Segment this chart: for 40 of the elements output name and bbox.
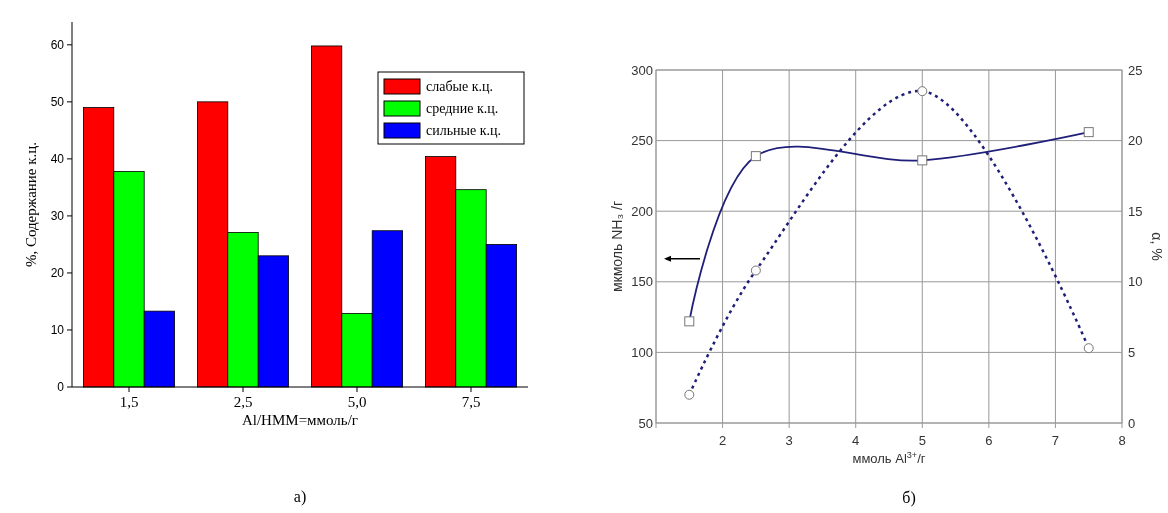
y-tick-label: 100 bbox=[631, 344, 653, 360]
y2-tick-label: 10 bbox=[1128, 274, 1143, 290]
legend-label: сильные к.ц. bbox=[426, 123, 501, 138]
x-tick-label: 3 bbox=[785, 433, 793, 448]
x-tick-label: 1,5 bbox=[119, 394, 139, 410]
x-tick-label: 5,0 bbox=[347, 394, 367, 410]
y-tick-label: 150 bbox=[631, 274, 653, 290]
x-tick-label: 7,5 bbox=[461, 394, 481, 410]
x-axis-title: ммоль Al$^{3+}$/г bbox=[852, 450, 926, 466]
y2-tick-label: 15 bbox=[1128, 203, 1143, 219]
text: б) bbox=[902, 489, 916, 507]
y-tick-label: 10 bbox=[50, 323, 65, 338]
x-axis-title: Al/HMM=ммоль/г bbox=[241, 412, 359, 428]
x-tick-label: 2,5 bbox=[233, 394, 253, 410]
y2-tick-label: 5 bbox=[1128, 344, 1136, 360]
y-tick-label: 300 bbox=[631, 62, 653, 78]
x-tick-label: 7 bbox=[1051, 433, 1060, 448]
y-tick-label: 0 bbox=[57, 380, 65, 395]
y-axis-title: %, Содержание к.ц. bbox=[23, 141, 39, 268]
x-tick-label: 5 bbox=[918, 433, 926, 448]
y-axis-title: мкмоль NH₃ /г bbox=[609, 200, 625, 293]
y-tick-label: 200 bbox=[631, 203, 653, 219]
legend-label: слабые к.ц. bbox=[426, 79, 493, 94]
legend-label: средние к.ц. bbox=[426, 101, 499, 116]
x-tick-label: 6 bbox=[985, 433, 993, 448]
y-tick-label: 30 bbox=[50, 209, 65, 224]
y-tick-label: 250 bbox=[631, 133, 653, 149]
x-tick-label: 8 bbox=[1118, 433, 1126, 448]
y2-tick-label: 0 bbox=[1128, 415, 1136, 431]
y-tick-label: 60 bbox=[50, 38, 65, 53]
x-tick-label: 2 bbox=[718, 433, 727, 448]
x-tick-label: 4 bbox=[852, 433, 860, 448]
y2-axis-title: α, % bbox=[1149, 232, 1165, 261]
y-tick-label: 50 bbox=[638, 415, 653, 431]
y-tick-label: 40 bbox=[50, 152, 65, 167]
y-tick-label: 20 bbox=[50, 266, 65, 281]
y2-tick-label: 25 bbox=[1128, 62, 1143, 78]
text: а) bbox=[293, 488, 307, 506]
y2-tick-label: 20 bbox=[1128, 133, 1143, 149]
y-tick-label: 50 bbox=[50, 95, 65, 110]
